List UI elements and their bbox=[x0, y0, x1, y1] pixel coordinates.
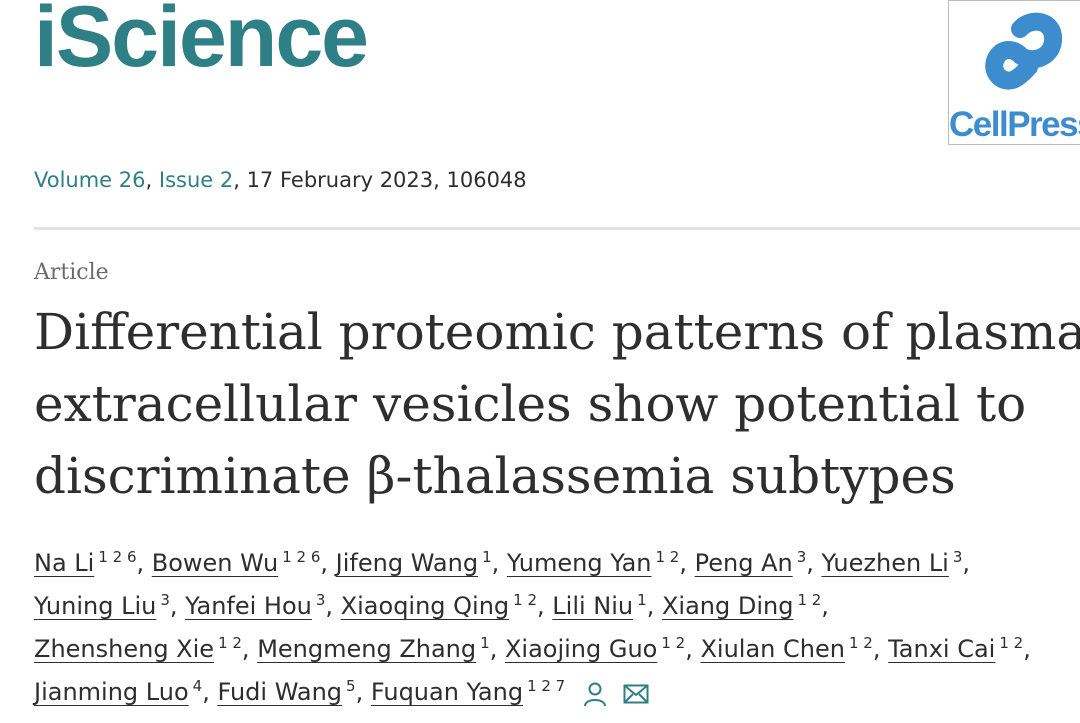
author-link[interactable]: Tanxi Cai bbox=[888, 635, 996, 663]
author-affiliation: 1 2 6 bbox=[98, 548, 137, 566]
author-item: Yuning Liu 3, bbox=[34, 591, 186, 620]
author-affiliation: 3 bbox=[952, 548, 963, 566]
issue-separator: , bbox=[145, 168, 159, 192]
person-icon[interactable] bbox=[583, 681, 607, 707]
author-line: Zhensheng Xie 1 2, Mengmeng Zhang 1, Xiaoj… bbox=[34, 628, 1080, 671]
author-item: Mengmeng Zhang 1, bbox=[257, 634, 505, 663]
title-line: extracellular vesicles show potential to bbox=[34, 375, 1027, 433]
author-link[interactable]: Mengmeng Zhang bbox=[257, 635, 477, 663]
author-link[interactable]: Fudi Wang bbox=[217, 678, 343, 706]
author-item: Yuezhen Li 3, bbox=[821, 548, 971, 577]
author-item: Jifeng Wang 1, bbox=[335, 548, 507, 577]
issue-link[interactable]: Issue 2 bbox=[158, 168, 234, 192]
author-item: Fudi Wang 5, bbox=[217, 677, 371, 706]
author-link[interactable]: Xiang Ding bbox=[661, 592, 794, 620]
title-line: discriminate β-thalassemia subtypes bbox=[34, 447, 956, 505]
author-item: Xiaoqing Qing 1 2, bbox=[340, 591, 553, 620]
author-link[interactable]: Xiaoqing Qing bbox=[340, 592, 510, 620]
author-link[interactable]: Jifeng Wang bbox=[335, 549, 479, 577]
author-item: Xiaojing Guo 1 2, bbox=[504, 634, 701, 663]
envelope-icon[interactable] bbox=[623, 684, 649, 704]
cellpress-mark-icon bbox=[985, 12, 1062, 90]
article-title: Differential proteomic patterns of plasm… bbox=[34, 296, 1080, 512]
author-list: Na Li 1 2 6, Bowen Wu 1 2 6, Jifeng Wang 1,… bbox=[34, 542, 1080, 715]
author-item: Xiang Ding 1 2, bbox=[661, 591, 829, 620]
author-affiliation: 1 2 bbox=[218, 634, 242, 652]
author-affiliation: 1 2 bbox=[655, 548, 680, 566]
author-item: Yanfei Hou 3, bbox=[185, 591, 341, 620]
author-affiliation: 1 2 7 bbox=[527, 677, 566, 695]
author-item: Fuquan Yang 1 2 7 bbox=[371, 678, 565, 706]
author-line: Yuning Liu 3, Yanfei Hou 3, Xiaoqing Qing 1… bbox=[34, 585, 1080, 628]
author-link[interactable]: Na Li bbox=[34, 549, 95, 577]
author-affiliation: 5 bbox=[346, 677, 356, 695]
author-link[interactable]: Yumeng Yan bbox=[506, 549, 652, 577]
author-link[interactable]: Yanfei Hou bbox=[185, 592, 312, 620]
author-item: Tanxi Cai 1 2, bbox=[888, 634, 1031, 663]
issue-info: Volume 26, Issue 2, 17 February 2023, 10… bbox=[34, 168, 527, 192]
author-link[interactable]: Jianming Luo bbox=[34, 678, 189, 706]
author-affiliation: 4 bbox=[192, 677, 203, 695]
author-link[interactable]: Xiaojing Guo bbox=[504, 635, 658, 663]
author-affiliation: 1 2 bbox=[513, 591, 538, 609]
author-link[interactable]: Yuning Liu bbox=[34, 592, 157, 620]
article-type: Article bbox=[34, 260, 109, 285]
author-affiliation: 1 2 bbox=[999, 634, 1024, 652]
journal-logo[interactable]: iScience bbox=[34, 0, 369, 85]
title-line: Differential proteomic patterns of plasm… bbox=[34, 303, 1080, 361]
author-affiliation: 3 bbox=[160, 591, 170, 609]
author-link[interactable]: Yuezhen Li bbox=[821, 549, 949, 577]
author-link[interactable]: Fuquan Yang bbox=[370, 678, 524, 706]
publisher-logo[interactable]: CellPress bbox=[948, 0, 1080, 145]
author-link[interactable]: Bowen Wu bbox=[151, 549, 279, 577]
author-affiliation: 1 bbox=[637, 591, 647, 609]
author-item: Zhensheng Xie 1 2, bbox=[34, 634, 258, 663]
divider bbox=[34, 227, 1080, 230]
volume-link[interactable]: Volume 26 bbox=[34, 168, 146, 192]
author-affiliation: 1 2 6 bbox=[282, 548, 321, 566]
author-link[interactable]: Xiulan Chen bbox=[700, 635, 845, 663]
author-link[interactable]: Zhensheng Xie bbox=[34, 635, 215, 663]
author-item: Bowen Wu 1 2 6, bbox=[151, 548, 336, 577]
corresponding-author-icons bbox=[583, 672, 657, 715]
publisher-name: CellPress bbox=[949, 105, 1080, 144]
author-affiliation: 1 2 bbox=[848, 634, 873, 652]
author-affiliation: 3 bbox=[315, 591, 326, 609]
author-item: Yumeng Yan 1 2, bbox=[506, 548, 695, 577]
author-item: Xiulan Chen 1 2, bbox=[700, 634, 889, 663]
author-item: Lili Niu 1, bbox=[552, 591, 662, 620]
author-line: Jianming Luo 4, Fudi Wang 5, Fuquan Yang 1 … bbox=[34, 671, 1080, 715]
author-affiliation: 1 bbox=[480, 634, 490, 652]
author-item: Na Li 1 2 6, bbox=[34, 548, 152, 577]
author-link[interactable]: Lili Niu bbox=[552, 592, 634, 620]
author-affiliation: 3 bbox=[796, 548, 807, 566]
author-affiliation: 1 2 bbox=[797, 591, 822, 609]
author-affiliation: 1 bbox=[482, 548, 492, 566]
author-affiliation: 1 2 bbox=[661, 634, 686, 652]
author-item: Jianming Luo 4, bbox=[34, 677, 218, 706]
author-item: Peng An 3, bbox=[694, 548, 822, 577]
author-link[interactable]: Peng An bbox=[694, 549, 793, 577]
author-line: Na Li 1 2 6, Bowen Wu 1 2 6, Jifeng Wang 1,… bbox=[34, 542, 1080, 585]
issue-date-id: , 17 February 2023, 106048 bbox=[233, 168, 527, 192]
